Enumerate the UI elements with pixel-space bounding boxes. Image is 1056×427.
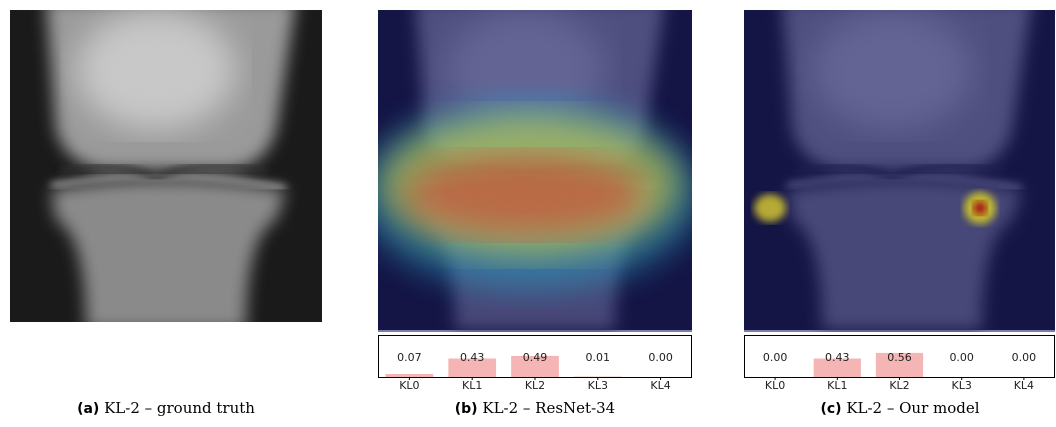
panel-label: (b) (455, 401, 478, 417)
x-tick-label: KL1 (827, 379, 847, 392)
value-label: 0.43 (460, 351, 485, 364)
value-label: 0.00 (763, 351, 788, 364)
x-tick-label: KL0 (765, 379, 785, 392)
caption: (b) KL-2 – ResNet-34 (455, 399, 615, 417)
x-tick-label: KL4 (650, 379, 670, 392)
image-c (742, 0, 1056, 332)
x-tick-label: KL4 (1014, 379, 1034, 392)
value-label: 0.00 (648, 351, 673, 364)
value-label: 0.00 (949, 351, 974, 364)
figure: (a) KL-2 – ground truth (b) KL-2 – ResNet… (0, 0, 1056, 427)
caption-text: KL-2 – ResNet-34 (478, 399, 616, 417)
x-tick-label: KL1 (462, 379, 482, 392)
panel-label: (c) (820, 401, 841, 417)
value-label: 0.49 (523, 351, 548, 364)
bar (386, 374, 434, 377)
value-label: 0.56 (887, 351, 912, 364)
caption: (a) KL-2 – ground truth (77, 399, 255, 417)
image-a (6, 0, 326, 330)
x-tick-label: KL3 (952, 379, 972, 392)
value-label: 0.00 (1012, 351, 1037, 364)
image-b (360, 0, 700, 332)
caption-text: KL-2 – ground truth (99, 399, 255, 417)
x-tick-label: KL2 (889, 379, 909, 392)
x-tick-label: KL0 (399, 379, 419, 392)
value-label: 0.01 (586, 351, 611, 364)
value-label: 0.43 (825, 351, 850, 364)
value-label: 0.07 (397, 351, 422, 364)
caption-text: KL-2 – Our model (842, 399, 980, 417)
x-tick-label: KL3 (588, 379, 608, 392)
caption: (c) KL-2 – Our model (820, 399, 979, 417)
x-tick-label: KL2 (525, 379, 545, 392)
panel-label: (a) (77, 401, 99, 417)
